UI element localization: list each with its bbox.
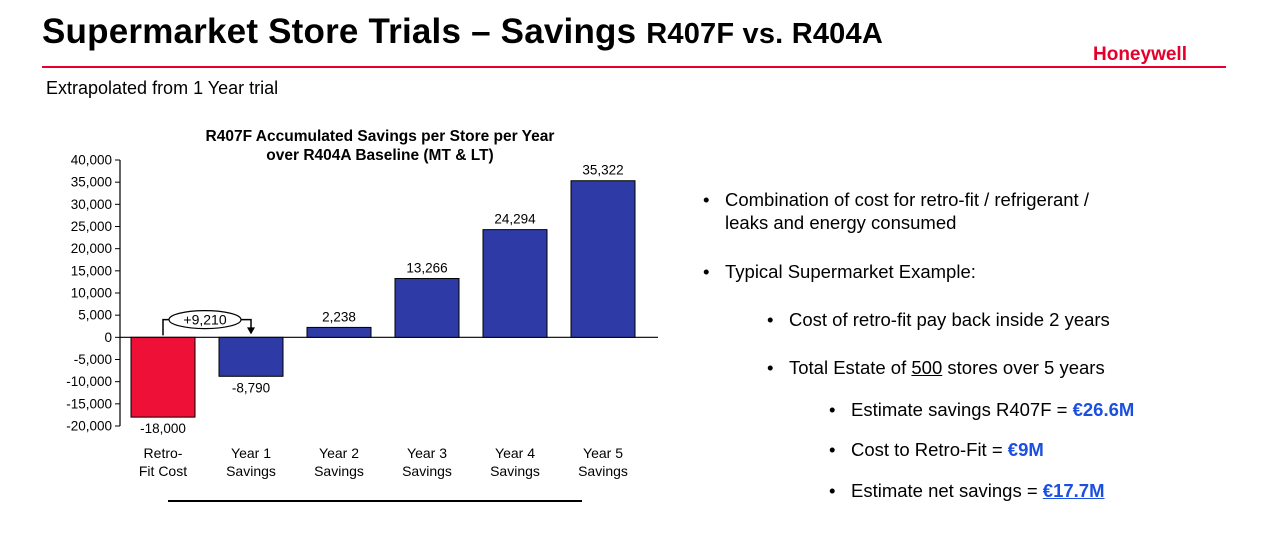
bullet-text: leaks and energy consumed xyxy=(725,212,957,233)
bullet-dot: • xyxy=(703,189,710,210)
chart-axes: 40,000 35,000 30,000 25,000 20,000 15,000 10,0… xyxy=(66,153,658,434)
data-label: 13,266 xyxy=(406,261,447,276)
bullet-text: Combination of cost for retro-fit / refr… xyxy=(725,189,1089,210)
net-savings-value: €17.7M xyxy=(1042,480,1105,501)
x-tick-label: Savings xyxy=(578,463,628,479)
bullet-dot: • xyxy=(767,309,774,330)
chart-bars: -18,000 Retro- Fit Cost -8,790 Year 1 Savings… xyxy=(130,163,636,479)
bullet-dot: • xyxy=(829,399,836,420)
x-tick-label: Savings xyxy=(490,463,540,479)
bullet-total-estate: • Total Estate of 500 stores over 5 year… xyxy=(767,356,1105,379)
x-tick-label: Year 1 xyxy=(231,445,271,461)
y-tick-label: 20,000 xyxy=(71,241,112,256)
bar-1 xyxy=(130,336,196,418)
data-label: 35,322 xyxy=(582,163,623,178)
y-tick-label: 15,000 xyxy=(71,263,112,278)
bullet-dot: • xyxy=(829,439,836,460)
bullet-net-savings: • Estimate net savings = €17.7M xyxy=(829,479,1105,502)
y-tick-label: -5,000 xyxy=(74,352,112,367)
chart-title-line-1: R407F Accumulated Savings per Store per … xyxy=(206,128,555,145)
annotation-arrow xyxy=(247,327,255,335)
y-tick-label: 5,000 xyxy=(78,308,112,323)
x-tick-label: Retro- xyxy=(144,445,183,461)
chart-title-line-2: over R404A Baseline (MT & LT) xyxy=(266,147,493,164)
savings-bar-chart: R407F Accumulated Savings per Store per … xyxy=(66,128,658,502)
bar-3 xyxy=(306,326,372,338)
data-label: 24,294 xyxy=(494,212,536,227)
slide-title: Supermarket Store Trials – Savings R407F… xyxy=(42,12,883,52)
bar-6 xyxy=(570,180,636,338)
bullet-payback: • Cost of retro-fit pay back inside 2 ye… xyxy=(767,308,1110,331)
y-tick-label: 25,000 xyxy=(71,219,112,234)
x-tick-label: Year 5 xyxy=(583,445,623,461)
chart-annotation: +9,210 xyxy=(162,310,255,336)
annotation-oval xyxy=(168,310,242,330)
slide-subtitle: Extrapolated from 1 Year trial xyxy=(46,78,279,98)
bar-5 xyxy=(482,229,548,338)
bullet-text: Total Estate of xyxy=(789,357,912,378)
bullet-text: Cost to Retro-Fit = xyxy=(851,439,1008,460)
data-label: -8,790 xyxy=(232,380,270,395)
y-tick-label: 0 xyxy=(104,330,112,345)
y-tick-label: 35,000 xyxy=(71,175,112,190)
y-tick-label: 30,000 xyxy=(71,197,112,212)
y-tick-label: 10,000 xyxy=(71,286,112,301)
bullet-text: Typical Supermarket Example: xyxy=(725,261,976,282)
savings-value: €26.6M xyxy=(1072,399,1135,420)
data-label: -18,000 xyxy=(140,421,186,436)
bullet-text: Estimate savings R407F = xyxy=(851,399,1073,420)
chart-underline xyxy=(168,500,582,502)
x-tick-label: Year 2 xyxy=(319,445,359,461)
title-tail: R407F vs. R404A xyxy=(646,18,883,50)
x-tick-label: Savings xyxy=(402,463,452,479)
bar-2 xyxy=(218,336,284,377)
bullet-dot: • xyxy=(703,261,710,282)
bullet-typical-example: • Typical Supermarket Example: xyxy=(703,260,976,283)
honeywell-logo: Honeywell xyxy=(1093,44,1187,65)
bullet-text: stores over 5 years xyxy=(942,357,1105,378)
bullet-dot: • xyxy=(829,480,836,501)
x-tick-label: Savings xyxy=(226,463,276,479)
y-tick-label: -15,000 xyxy=(66,396,112,411)
y-tick-label: -10,000 xyxy=(66,374,112,389)
bar-4 xyxy=(394,278,460,338)
annotation-label: +9,210 xyxy=(183,312,226,328)
bullet-combination: • Combination of cost for retro-fit / re… xyxy=(703,188,1089,234)
x-tick-label: Year 3 xyxy=(407,445,447,461)
bullet-text: Cost of retro-fit pay back inside 2 year… xyxy=(789,309,1110,330)
bullet-dot: • xyxy=(767,357,774,378)
x-tick-label: Fit Cost xyxy=(139,463,187,479)
bullet-text: Estimate net savings = xyxy=(851,480,1043,501)
x-tick-label: Savings xyxy=(314,463,364,479)
bullet-estimate-savings: • Estimate savings R407F = €26.6M xyxy=(829,398,1135,421)
y-tick-label: 40,000 xyxy=(71,153,112,168)
bullet-retrofit-cost: • Cost to Retro-Fit = €9M xyxy=(829,438,1044,461)
x-tick-label: Year 4 xyxy=(495,445,535,461)
title-divider xyxy=(42,66,1226,68)
title-main: Supermarket Store Trials – Savings xyxy=(42,12,637,51)
data-label: 2,238 xyxy=(322,309,356,324)
retrofit-cost-value: €9M xyxy=(1007,439,1044,460)
y-tick-label: -20,000 xyxy=(66,419,112,434)
store-count: 500 xyxy=(911,357,943,378)
